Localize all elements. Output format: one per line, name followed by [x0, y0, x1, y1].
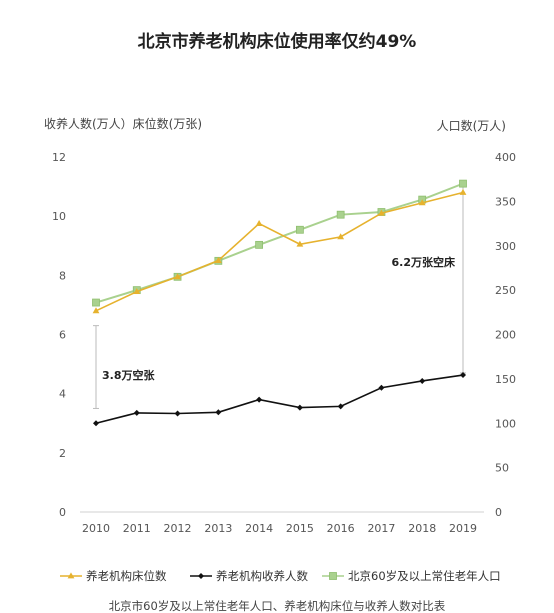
data-point	[419, 377, 426, 384]
series-line	[95, 374, 464, 425]
data-point	[337, 403, 344, 410]
left-tick-label: 2	[59, 447, 66, 460]
legend-label: 北京60岁及以上常住老年人口	[348, 569, 501, 583]
annotation-label: 6.2万张空床	[392, 255, 456, 269]
right-tick-label: 200	[495, 329, 516, 342]
data-point	[296, 404, 303, 411]
legend-item-0: 养老机构床位数	[60, 569, 167, 583]
data-point	[92, 298, 100, 307]
data-point	[329, 572, 337, 580]
data-point	[336, 210, 345, 219]
right-axis-ticks: 0 50 100 150 200 250 300 350 400	[495, 151, 516, 519]
series-0	[92, 188, 467, 314]
x-tick-label: 2010	[82, 522, 110, 535]
data-point	[256, 396, 263, 403]
x-tick-label: 2011	[123, 522, 151, 535]
series-1	[93, 372, 466, 427]
left-tick-label: 10	[52, 210, 66, 223]
x-tick-label: 2019	[449, 522, 477, 535]
series-line	[95, 182, 464, 304]
data-point	[214, 256, 222, 263]
data-point	[93, 420, 99, 427]
legend: 养老机构床位数 养老机构收养人数 北京60岁及以上常住老年人口	[60, 569, 501, 583]
left-tick-label: 6	[59, 329, 66, 342]
chart-title: 北京市养老机构床位使用率仅约49%	[138, 31, 417, 52]
left-axis-ticks: 0 2 4 6 8 10 12	[52, 151, 66, 519]
data-point	[418, 199, 426, 206]
right-axis-label: 人口数(万人)	[437, 118, 506, 133]
data-point	[215, 409, 222, 416]
right-tick-label: 350	[495, 195, 516, 208]
right-tick-label: 100	[495, 417, 516, 430]
data-point	[255, 240, 264, 249]
data-point	[460, 372, 466, 379]
data-point	[295, 225, 304, 234]
legend-item-1: 养老机构收养人数	[190, 569, 308, 583]
x-tick-label: 2015	[286, 522, 314, 535]
left-tick-label: 0	[59, 506, 66, 519]
right-tick-label: 300	[495, 240, 516, 253]
x-tick-label: 2018	[408, 522, 436, 535]
left-tick-label: 8	[59, 269, 66, 282]
legend-label: 养老机构收养人数	[216, 569, 308, 583]
annotations: 3.8万空张 6.2万张空床	[93, 186, 466, 409]
x-axis-ticks: 2010 2011 2012 2013 2014 2015 2016 2017 2018 2019	[82, 522, 477, 535]
series-line	[95, 191, 464, 312]
left-tick-label: 12	[52, 151, 66, 164]
right-tick-label: 400	[495, 151, 516, 164]
data-point	[378, 384, 385, 391]
x-tick-label: 2016	[327, 522, 355, 535]
chart-caption: 北京市60岁及以上常住老年人口、养老机构床位与收养人数对比表	[109, 599, 446, 613]
data-point	[296, 240, 304, 247]
series-group	[92, 179, 467, 427]
x-tick-label: 2017	[367, 522, 395, 535]
right-tick-label: 50	[495, 462, 509, 475]
legend-item-2: 北京60岁及以上常住老年人口	[322, 569, 501, 583]
right-tick-label: 0	[495, 506, 502, 519]
x-tick-label: 2012	[164, 522, 192, 535]
data-point	[378, 209, 385, 216]
data-point	[174, 273, 181, 280]
data-point	[459, 179, 467, 188]
legend-label: 养老机构床位数	[86, 569, 167, 583]
data-point	[198, 573, 204, 579]
x-tick-label: 2014	[245, 522, 273, 535]
data-point	[337, 233, 345, 240]
data-point	[92, 307, 100, 314]
right-tick-label: 250	[495, 284, 516, 297]
data-point	[255, 219, 263, 226]
x-tick-label: 2013	[204, 522, 232, 535]
data-point	[67, 572, 75, 579]
data-point	[459, 188, 467, 195]
left-axis-label: 收养人数(万人）床位数(万张)	[44, 116, 202, 131]
data-point	[133, 409, 140, 416]
right-tick-label: 150	[495, 373, 516, 386]
data-point	[133, 288, 141, 295]
annotation-label: 3.8万空张	[102, 368, 155, 382]
data-point	[174, 410, 181, 417]
left-tick-label: 4	[59, 388, 66, 401]
